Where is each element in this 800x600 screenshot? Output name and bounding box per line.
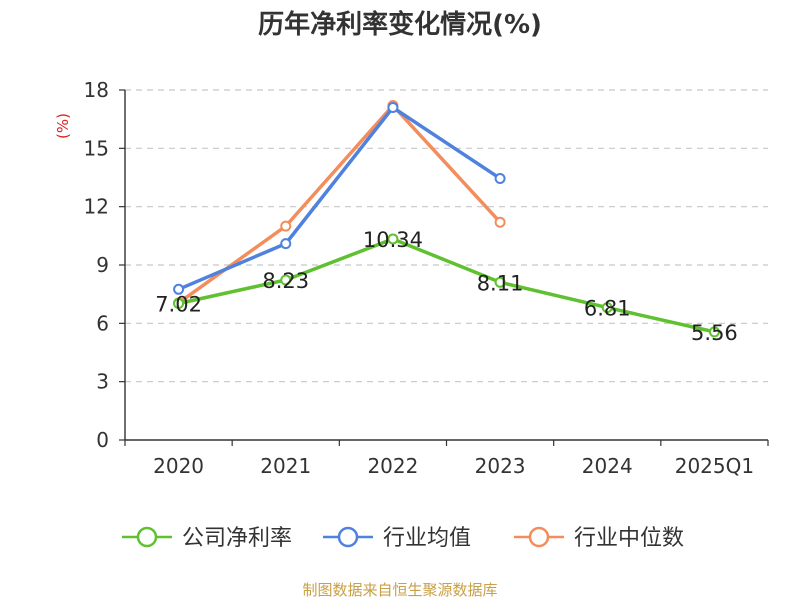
y-tick-label: 12	[84, 195, 109, 219]
data-point[interactable]	[708, 326, 720, 338]
legend-marker	[136, 526, 158, 548]
data-label: 10.34	[363, 228, 423, 252]
data-point[interactable]	[387, 233, 399, 245]
data-point[interactable]	[494, 172, 506, 184]
y-axis-label: (%)	[54, 113, 72, 139]
x-tick-label: 2024	[582, 454, 633, 478]
data-label: 8.11	[477, 271, 524, 295]
data-label: 6.81	[584, 297, 631, 321]
legend-label: 公司净利率	[182, 526, 292, 551]
legend-item[interactable]: 行业均值	[323, 526, 471, 551]
data-point[interactable]	[280, 238, 292, 250]
x-tick-label: 2022	[367, 454, 418, 478]
series-line	[176, 237, 717, 334]
chart-title: 历年净利率变化情况(%)	[258, 9, 542, 40]
grid-lines	[125, 89, 768, 383]
y-tick-label: 18	[84, 78, 109, 102]
data-point[interactable]	[280, 274, 292, 286]
x-tick-label: 2021	[260, 454, 311, 478]
y-tick-label: 0	[96, 428, 109, 452]
data-label: 8.23	[262, 269, 309, 293]
y-tick-label: 9	[96, 253, 109, 277]
y-tick-label: 3	[96, 370, 109, 394]
series-line	[176, 105, 502, 292]
series-lines	[173, 100, 720, 338]
data-point[interactable]	[173, 283, 185, 295]
x-tick-label: 2023	[475, 454, 526, 478]
axes: 0 3 6 9 12 15 18 2020 2021 2022 2023 2024 2025Q1	[84, 78, 769, 478]
legend-marker	[528, 526, 550, 548]
data-point[interactable]	[601, 302, 613, 314]
source-note: 制图数据来自恒生聚源数据库	[302, 581, 497, 599]
y-tick-label: 15	[84, 136, 109, 160]
x-tick-label: 2025Q1	[675, 454, 754, 478]
data-point[interactable]	[280, 220, 292, 232]
legend[interactable]: 公司净利率 行业均值 行业中位数	[122, 526, 684, 551]
data-point[interactable]	[387, 102, 399, 113]
legend-item[interactable]: 公司净利率	[122, 526, 292, 551]
data-label: 5.56	[691, 321, 738, 345]
series-line	[176, 103, 502, 305]
legend-item[interactable]: 行业中位数	[514, 526, 684, 551]
data-label: 7.02	[155, 293, 202, 317]
data-labels: 7.02 8.23 10.34 8.11 6.81 5.56	[155, 228, 738, 345]
x-tick-label: 2020	[153, 454, 204, 478]
legend-marker	[337, 526, 359, 548]
data-point[interactable]	[173, 298, 185, 309]
y-tick-label: 6	[96, 311, 109, 335]
data-point[interactable]	[494, 216, 506, 228]
legend-label: 行业均值	[383, 526, 471, 551]
data-point[interactable]	[494, 276, 506, 288]
legend-label: 行业中位数	[574, 526, 684, 551]
